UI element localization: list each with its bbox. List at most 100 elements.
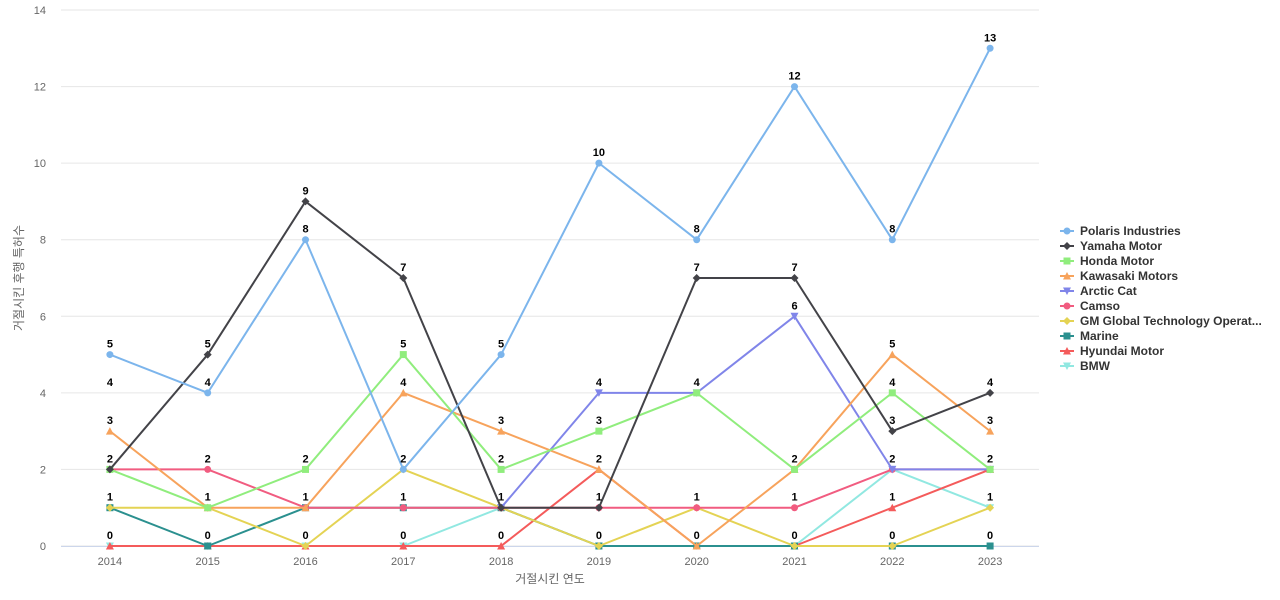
data-point (106, 351, 114, 359)
x-tick-label: 2014 (98, 556, 122, 568)
data-point (791, 83, 798, 91)
y-tick-label: 2 (40, 464, 46, 476)
x-axis-ticks: 2014 2015 2016 2017 2018 2019 2020 2021 2022 2023 (98, 556, 1003, 568)
x-tick-label: 2022 (880, 556, 904, 568)
data-point (986, 542, 994, 550)
data-label: 1 (498, 492, 504, 504)
legend-item[interactable]: Hyundai Motor (1060, 344, 1164, 358)
legend-item[interactable]: Camso (1060, 299, 1120, 313)
data-label: 1 (596, 492, 602, 504)
data-label: 1 (302, 492, 308, 504)
x-tick-label: 2017 (391, 556, 415, 568)
data-point (986, 503, 995, 512)
series-arctic-cat (497, 312, 995, 512)
legend-symbol (1063, 257, 1071, 265)
legend-label: BMW (1080, 359, 1111, 373)
data-label: 0 (694, 530, 700, 542)
legend-symbol (1063, 362, 1071, 370)
data-point (888, 350, 897, 359)
data-label: 2 (596, 453, 602, 465)
data-label: 7 (400, 262, 406, 274)
legend-item[interactable]: Marine (1060, 329, 1119, 343)
series-honda-motor (106, 351, 994, 512)
data-point (791, 504, 798, 512)
legend-label: Kawasaki Motors (1080, 269, 1178, 283)
data-point (692, 542, 701, 550)
data-label: 4 (400, 377, 407, 389)
x-tick-label: 2020 (684, 556, 708, 568)
legend-label: Marine (1080, 329, 1119, 343)
series-polaris-industries (106, 44, 994, 473)
y-axis-title: 거절시킨 후행 특허수 (11, 225, 26, 331)
data-label: 4 (596, 377, 603, 389)
legend-item[interactable]: Polaris Industries (1060, 224, 1181, 238)
y-tick-label: 8 (40, 235, 46, 247)
data-label: 0 (596, 530, 602, 542)
data-label: 1 (791, 492, 797, 504)
data-point (301, 197, 310, 206)
data-label: 7 (694, 262, 700, 274)
data-label: 0 (107, 530, 113, 542)
legend-symbol (1063, 242, 1071, 250)
data-label: 0 (302, 530, 308, 542)
y-tick-label: 10 (34, 158, 46, 170)
data-label: 2 (498, 453, 504, 465)
data-point (301, 542, 310, 550)
data-label: 1 (694, 492, 700, 504)
data-label: 9 (302, 185, 308, 197)
x-tick-label: 2019 (587, 556, 611, 568)
legend-label: Hyundai Motor (1080, 344, 1164, 358)
legend-item[interactable]: Yamaha Motor (1060, 239, 1162, 253)
series-line (109, 200, 991, 509)
legend-label: Polaris Industries (1080, 224, 1181, 238)
data-point (497, 465, 505, 473)
data-label: 4 (987, 377, 994, 389)
data-label: 2 (107, 453, 113, 465)
data-label: 2 (987, 453, 993, 465)
x-tick-label: 2023 (978, 556, 1002, 568)
data-label: 8 (302, 224, 308, 236)
series-camso (106, 465, 994, 512)
data-point (595, 427, 603, 435)
data-label: 1 (889, 492, 895, 504)
data-label: 8 (889, 224, 895, 236)
series-line (109, 353, 991, 509)
data-point (790, 542, 799, 550)
data-point (399, 504, 407, 512)
data-point (693, 389, 701, 397)
data-point (888, 503, 897, 512)
x-tick-label: 2018 (489, 556, 513, 568)
legend-item[interactable]: Honda Motor (1060, 254, 1154, 268)
legend-symbol (1063, 332, 1071, 340)
data-point (399, 542, 408, 550)
data-label: 2 (889, 453, 895, 465)
data-label: 0 (205, 530, 211, 542)
legend-item[interactable]: Arctic Cat (1060, 284, 1137, 298)
series-line (109, 468, 991, 547)
data-point (105, 503, 114, 512)
data-point (986, 427, 995, 435)
legend-item[interactable]: GM Global Technology Operat... (1060, 314, 1262, 328)
data-point (203, 350, 212, 359)
data-point (693, 504, 701, 512)
data-point (497, 351, 505, 359)
data-label: 4 (889, 377, 896, 389)
x-tick-label: 2015 (195, 556, 219, 568)
data-label: 1 (205, 492, 211, 504)
data-point (790, 274, 799, 282)
legend-symbol (1063, 317, 1071, 325)
legend-label: Honda Motor (1080, 254, 1154, 268)
data-label: 2 (791, 453, 797, 465)
data-label: 3 (107, 415, 113, 427)
data-point (497, 427, 506, 435)
data-point (986, 388, 995, 397)
y-tick-label: 12 (34, 82, 46, 94)
legend-label: Camso (1080, 299, 1120, 313)
x-axis-title: 거절시킨 연도 (515, 572, 585, 586)
legend-item[interactable]: BMW (1060, 359, 1111, 373)
legend-item[interactable]: Kawasaki Motors (1060, 269, 1178, 283)
data-label: 1 (400, 492, 406, 504)
data-point (204, 504, 212, 512)
